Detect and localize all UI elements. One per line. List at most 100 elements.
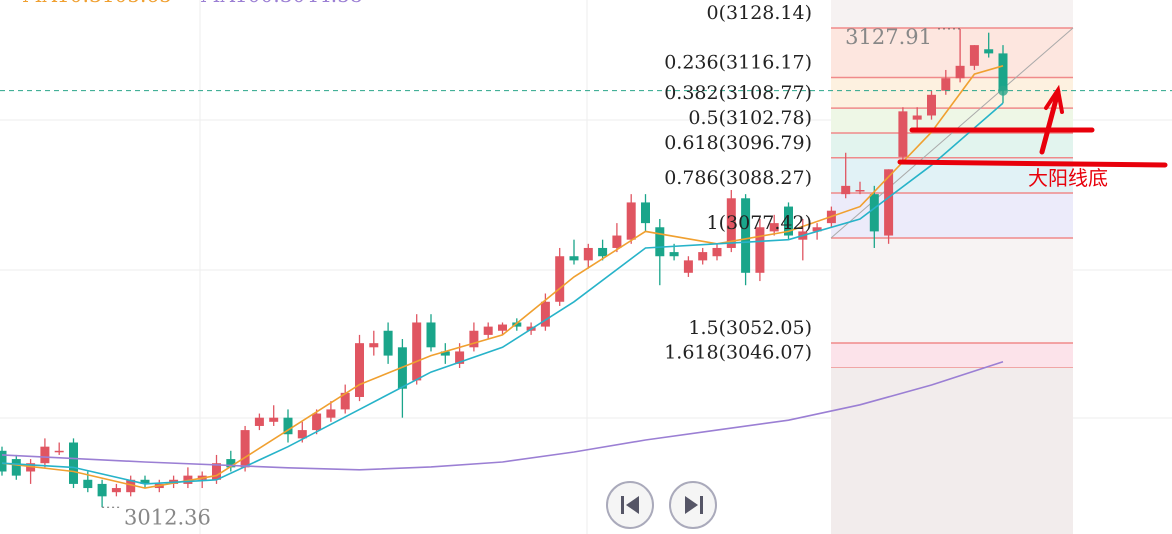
legend-entry: MA100:3044.58 xyxy=(200,0,363,7)
candle-body xyxy=(326,409,336,418)
candle-body xyxy=(855,190,865,192)
candle-body xyxy=(69,442,78,484)
candle-body xyxy=(312,413,322,431)
candle-body xyxy=(126,479,136,493)
drawn-line xyxy=(897,159,1168,168)
fib-label: 0(3128.14) xyxy=(707,2,812,24)
candle-body xyxy=(426,322,436,348)
drawn-arrowhead xyxy=(1044,84,1064,114)
candle-body xyxy=(226,459,236,468)
candle-body xyxy=(669,252,679,257)
candle-body xyxy=(269,417,279,422)
fib-area-fill xyxy=(831,367,1073,534)
next-button[interactable] xyxy=(669,481,717,529)
fib-band xyxy=(831,132,1073,158)
candle-body xyxy=(254,417,264,426)
candle-body xyxy=(498,324,507,331)
high-label: 3127.91 xyxy=(845,25,932,49)
candle-body xyxy=(941,78,951,91)
candle-body xyxy=(655,227,665,257)
candle-body xyxy=(483,326,493,335)
prev-button[interactable] xyxy=(606,481,654,529)
candle-body xyxy=(540,301,550,327)
fib-band xyxy=(831,342,1073,368)
fib-label: 1.5(3052.05) xyxy=(688,317,812,339)
candle-body xyxy=(769,223,779,232)
candle-body xyxy=(297,430,307,439)
candle-body xyxy=(984,49,994,54)
candle-body xyxy=(412,322,422,381)
fib-label: 0.382(3108.77) xyxy=(664,82,812,104)
candle-body xyxy=(569,256,579,261)
ma-lines xyxy=(0,65,1172,489)
candle-body xyxy=(869,194,879,232)
candle-body xyxy=(583,247,593,261)
fib-label: 0.236(3116.17) xyxy=(664,52,812,74)
low-label: 3012.36 xyxy=(124,505,211,529)
candle-body xyxy=(998,53,1008,91)
drawn-arrow xyxy=(1039,89,1061,155)
fib-band xyxy=(831,27,1073,78)
candle-body xyxy=(212,463,221,480)
candle-body xyxy=(26,463,36,472)
candle-body xyxy=(812,227,822,232)
candle-body xyxy=(369,343,379,348)
ma-line xyxy=(1,102,1004,485)
candle-body xyxy=(898,111,908,157)
candle-body xyxy=(841,185,851,195)
candle-body xyxy=(183,475,193,484)
candle-body xyxy=(927,94,936,116)
candle-body xyxy=(641,202,650,224)
candle-body xyxy=(383,330,393,356)
prev-icon xyxy=(626,496,639,514)
candle-body xyxy=(469,330,479,348)
candle-body xyxy=(11,459,21,476)
candle-body xyxy=(755,227,765,273)
candle-body xyxy=(955,65,965,79)
candle-body xyxy=(111,488,121,493)
candle-body xyxy=(698,252,708,261)
candle-body xyxy=(969,45,979,66)
candles xyxy=(0,28,1008,508)
candle-body xyxy=(598,247,608,257)
fib-label: 0.5(3102.78) xyxy=(688,107,812,129)
candle-body xyxy=(97,483,107,497)
candle-body xyxy=(340,392,350,410)
prev-icon xyxy=(621,496,624,514)
candle-body xyxy=(683,260,693,273)
candle-body xyxy=(240,430,250,468)
candle-body xyxy=(726,198,736,248)
candle-body xyxy=(140,479,150,484)
labels: 0(3128.14) 0.236(3116.17) 0.382(3108.77) 0.… xyxy=(22,0,961,529)
fib-label: 1.618(3046.07) xyxy=(664,342,812,364)
candle-body xyxy=(784,206,793,236)
legend-entry: MA10:3105.65 xyxy=(22,0,172,7)
current-price-dot xyxy=(998,85,1008,96)
candle-body xyxy=(741,198,751,273)
fib-band xyxy=(831,237,1073,343)
ma-line xyxy=(1,361,1004,471)
candle-body xyxy=(283,417,293,435)
hand-drawing xyxy=(897,84,1168,168)
candle-body xyxy=(54,450,64,453)
candle-body xyxy=(512,322,522,327)
candle-body xyxy=(884,169,894,236)
fib-label: 1(3077.42) xyxy=(707,212,812,234)
annotation: 大阳线底 xyxy=(1028,166,1108,190)
candle-body xyxy=(626,202,636,240)
candle-body xyxy=(555,256,565,302)
candle-body xyxy=(440,351,450,356)
fib-label: 0.618(3096.79) xyxy=(664,132,812,154)
candle-body xyxy=(455,351,465,364)
next-icon xyxy=(685,496,698,514)
candle-body xyxy=(0,450,7,472)
fib-label: 0.786(3088.27) xyxy=(664,167,812,189)
fib-area xyxy=(831,0,1073,534)
candle-body xyxy=(612,235,622,248)
candle-body xyxy=(83,479,93,489)
next-icon xyxy=(700,496,703,514)
candle-body xyxy=(355,343,364,397)
candle-body xyxy=(712,247,722,257)
